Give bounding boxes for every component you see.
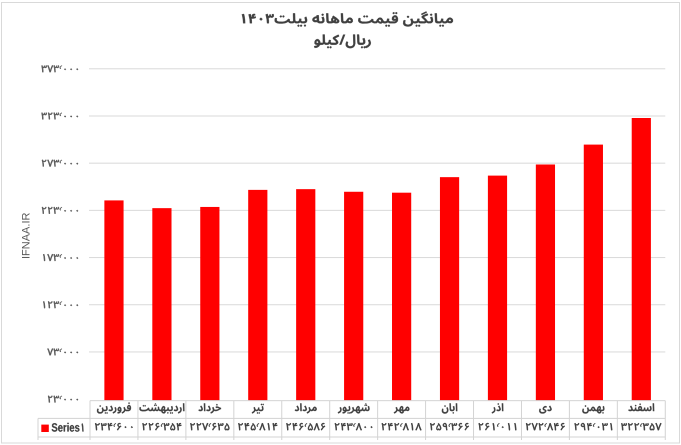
svg-text:IFNAA.IR: IFNAA.IR: [21, 212, 33, 259]
